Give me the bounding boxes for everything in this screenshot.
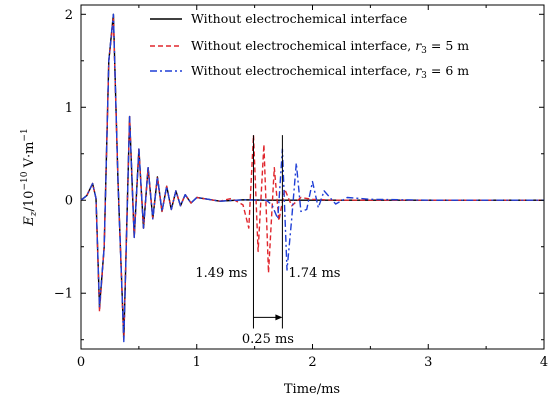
legend-label-2-sub: 3 bbox=[421, 46, 427, 56]
legend: Without electrochemical interface Withou… bbox=[150, 11, 469, 81]
series-group bbox=[80, 13, 544, 343]
legend-label-2-var: r bbox=[415, 38, 422, 53]
y-label-sub: z bbox=[29, 211, 39, 217]
plot-area bbox=[80, 4, 545, 350]
annotation-right-time: 1.74 ms bbox=[288, 266, 340, 281]
y-label-unit: V·m bbox=[22, 142, 37, 172]
legend-label-1: Without electrochemical interface bbox=[191, 11, 407, 26]
y-tick-label: 0 bbox=[65, 194, 73, 209]
x-tick-label: 4 bbox=[540, 355, 548, 370]
y-tick-label: 2 bbox=[65, 8, 73, 23]
annotation-group: 1.49 ms 1.74 ms 0.25 ms bbox=[195, 135, 340, 347]
legend-label-2: Without electrochemical interface, r3 = … bbox=[191, 38, 469, 56]
y-axis-label: Ez/10−10 V·m−1 bbox=[20, 128, 39, 226]
interval-arrowhead bbox=[275, 314, 283, 321]
x-tick-label: 2 bbox=[308, 355, 316, 370]
legend-label-3: Without electrochemical interface, r3 = … bbox=[191, 63, 469, 81]
legend-label-2-text: Without electrochemical interface, bbox=[191, 38, 415, 53]
plot-frame bbox=[80, 4, 545, 350]
axis-ticks: 0 1 2 3 4 −1 0 1 2 bbox=[54, 5, 548, 370]
legend-label-2-rest: = 5 m bbox=[427, 38, 469, 53]
y-label-exp: −10 bbox=[20, 171, 30, 190]
x-tick-label: 0 bbox=[77, 355, 85, 370]
y-tick-label: −1 bbox=[54, 287, 73, 302]
x-tick-label: 1 bbox=[193, 355, 201, 370]
legend-label-3-text: Without electrochemical interface, bbox=[191, 63, 415, 78]
x-axis-label: Time/ms bbox=[284, 382, 340, 397]
legend-label-3-rest: = 6 m bbox=[427, 63, 469, 78]
x-tick-label: 3 bbox=[424, 355, 432, 370]
legend-label-3-sub: 3 bbox=[421, 71, 427, 81]
y-tick-label: 1 bbox=[65, 101, 73, 116]
y-label-mid: /10 bbox=[22, 191, 37, 212]
legend-label-3-var: r bbox=[415, 63, 422, 78]
y-label-unit-exp: −1 bbox=[20, 128, 30, 141]
annotation-delta: 0.25 ms bbox=[242, 332, 294, 347]
annotation-left-time: 1.49 ms bbox=[195, 266, 247, 281]
y-label-var: E bbox=[22, 216, 37, 227]
